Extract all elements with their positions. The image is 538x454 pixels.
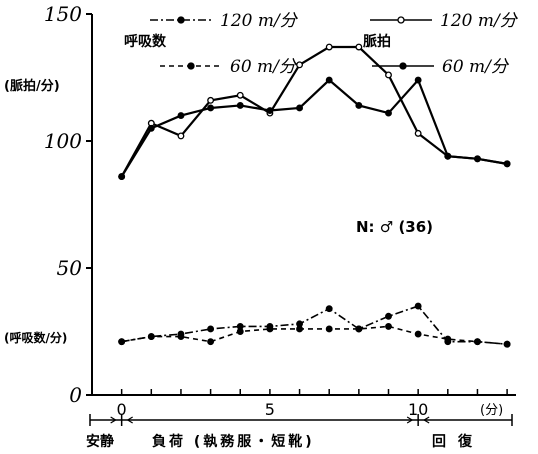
- series-1-point-11: [444, 152, 452, 160]
- phase-arrow-2: [406, 416, 414, 424]
- series-3-point-10: [414, 330, 422, 338]
- series-1-point-0: [118, 173, 126, 181]
- x-ticks: 0 5 10: [117, 389, 508, 419]
- series-line-0: [120, 45, 508, 178]
- y-ticks: 0 50 100 150: [44, 2, 92, 407]
- series-1-point-12: [474, 155, 481, 163]
- series-3-point-11: [444, 335, 452, 343]
- series-1-point-6: [296, 104, 304, 112]
- series-1-point-7: [325, 76, 333, 84]
- x-tick-label-0: 0: [117, 400, 127, 419]
- x-tick-label-2: 10: [408, 400, 428, 419]
- group-label-hr: 脈拍: [363, 33, 391, 50]
- y-tick-label-0: 0: [69, 383, 82, 407]
- series-0-point-8: [355, 43, 363, 51]
- series-1-point-8: [355, 101, 363, 109]
- series-1-point-4: [236, 101, 244, 109]
- series-3-point-1: [147, 333, 155, 341]
- phase-arrow-3: [422, 416, 430, 424]
- y-tick-label-2: 100: [44, 129, 82, 153]
- series-3-point-0: [118, 338, 126, 346]
- legend-label-2: 120 m/分: [440, 11, 519, 31]
- series-line-2: [121, 305, 508, 345]
- series-0-point-6: [296, 61, 304, 69]
- ylabel-hr: (脈拍/分): [4, 78, 60, 94]
- series-0-point-9: [385, 71, 392, 79]
- series-lines: [118, 43, 511, 348]
- phase-recovery: 回復: [432, 433, 484, 450]
- ylabel-rr: (呼吸数/分): [4, 330, 67, 345]
- series-3-point-13: [503, 340, 511, 348]
- phase-rest: 安静: [86, 433, 114, 450]
- phase-bar: [89, 414, 513, 426]
- series-0-point-4: [236, 91, 244, 99]
- series-3-point-4: [236, 328, 244, 335]
- series-2-point-3: [207, 325, 215, 333]
- phase-arrow-1: [126, 416, 133, 424]
- legend-marker-2: [397, 16, 405, 24]
- series-1-point-3: [207, 104, 215, 112]
- series-1-point-13: [503, 160, 511, 168]
- series-3-point-6: [296, 325, 304, 333]
- series-3-point-8: [355, 325, 363, 333]
- phase-arrow-0: [110, 416, 117, 424]
- series-2-point-7: [325, 305, 333, 313]
- series-1-point-1: [147, 124, 155, 132]
- series-2-point-9: [385, 312, 392, 320]
- legend-label-1: 60 m/分: [230, 57, 298, 77]
- series-line-1: [120, 77, 508, 178]
- legend-marker-1: [187, 62, 195, 70]
- phase-load: 負荷 (執務服・短靴): [152, 433, 315, 450]
- x-tick-label-1: 5: [265, 400, 275, 419]
- series-0-point-2: [177, 132, 185, 140]
- series-3-point-9: [385, 322, 392, 330]
- series-2-point-10: [414, 302, 422, 310]
- x-unit-label: (分): [480, 403, 503, 418]
- group-label-rr: 呼吸数: [124, 33, 167, 50]
- series-1-point-5: [266, 107, 274, 114]
- series-line-3: [121, 325, 508, 345]
- y-tick-label-3: 150: [44, 2, 82, 26]
- series-3-point-7: [325, 325, 333, 333]
- legend-marker-0: [177, 16, 185, 24]
- annotation: N: ♂ (36): [356, 218, 433, 236]
- series-1-point-2: [177, 112, 185, 120]
- y-tick-label-1: 50: [57, 256, 83, 280]
- legend-label-3: 60 m/分: [442, 57, 510, 77]
- series-1-point-9: [385, 109, 392, 117]
- legend: 120 m/分 60 m/分 120 m/分 60 m/分: [150, 11, 519, 77]
- series-3-point-3: [207, 338, 215, 346]
- series-3-point-5: [266, 325, 274, 333]
- series-0-point-10: [414, 129, 422, 137]
- series-3-point-2: [177, 333, 185, 341]
- legend-marker-3: [399, 62, 407, 70]
- series-3-point-12: [474, 338, 481, 346]
- legend-label-0: 120 m/分: [220, 11, 299, 31]
- series-1-point-10: [414, 76, 422, 84]
- series-0-point-7: [325, 43, 333, 51]
- series-0-point-3: [207, 96, 215, 104]
